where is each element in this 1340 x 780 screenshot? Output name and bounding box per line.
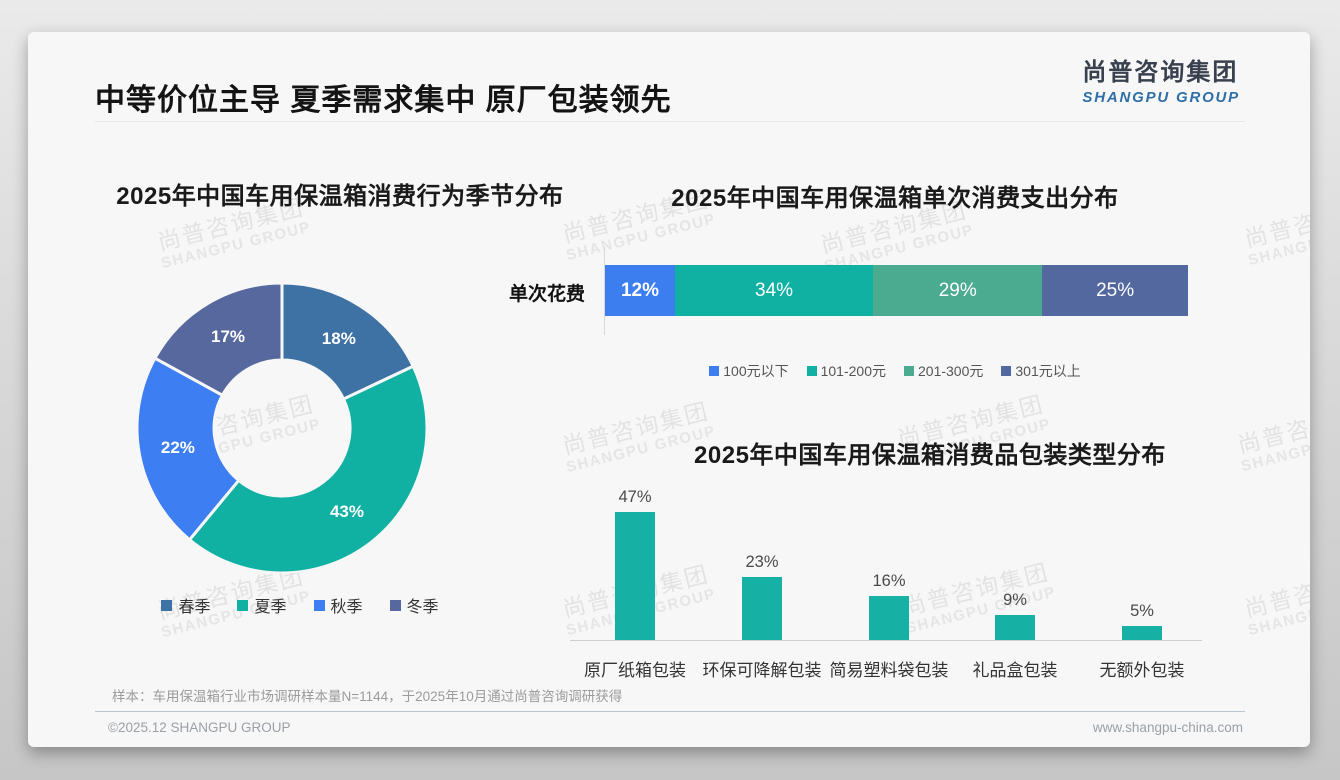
slide-card: 尚普咨询集团 SHANGPU GROUP 尚普咨询集团 SHANGPU GROUP 尚普…: [28, 32, 1310, 747]
bar-category-label: 无额外包装: [1099, 661, 1185, 680]
legend-marker: [161, 599, 173, 611]
legend-item: 100元以下: [709, 361, 789, 381]
company-logo: 尚普咨询集团 SHANGPU GROUP: [1082, 59, 1240, 106]
bar-category-label: 原厂纸箱包装: [584, 661, 686, 680]
stacked-segment-101-200元: 34%: [674, 265, 874, 316]
legend-item: 301元以上: [1001, 361, 1081, 381]
bar-value-label: 23%: [745, 553, 779, 571]
footer-divider: [95, 711, 1245, 712]
legend-item: 秋季: [313, 593, 363, 617]
donut-value-label: 18%: [321, 328, 356, 348]
legend-marker: [313, 599, 325, 611]
stacked-segment-301元以上: 25%: [1042, 265, 1188, 316]
legend-label: 100元以下: [723, 363, 789, 379]
stacked-segment-100元以下: 12%: [605, 265, 675, 316]
donut-legend: 春季 夏季 秋季 冬季: [60, 593, 540, 617]
stacked-bar-axis-line: [604, 247, 605, 335]
bar-礼品盒包装: [995, 615, 1035, 640]
donut-value-label: 22%: [160, 437, 195, 457]
stacked-bar-axis-label: 单次花费: [508, 284, 585, 305]
stacked-bar-legend: 100元以下 101-200元 201-300元 301元以上: [600, 361, 1190, 381]
donut-chart: 18% 43% 22% 17%: [135, 281, 429, 575]
bar-无额外包装: [1122, 626, 1162, 640]
legend-label: 冬季: [406, 599, 439, 616]
bar-category-label: 环保可降解包装: [702, 661, 822, 680]
logo-chinese: 尚普咨询集团: [1082, 59, 1239, 86]
legend-label: 101-200元: [820, 363, 886, 379]
donut-segment-秋季: [135, 356, 241, 542]
bar-value-label: 47%: [618, 488, 652, 506]
bar-value-label: 9%: [1003, 591, 1027, 609]
sample-note: 样本：车用保温箱行业市场调研样本量N=1144，于2025年10月通过尚普咨询调…: [112, 689, 623, 704]
bar-value-label: 5%: [1130, 602, 1154, 620]
legend-item: 夏季: [237, 593, 287, 617]
legend-marker: [904, 366, 914, 376]
legend-label: 201-300元: [918, 363, 984, 379]
legend-item: 101-200元: [806, 361, 886, 381]
legend-marker: [709, 366, 720, 376]
bar-原厂纸箱包装: [615, 512, 655, 640]
packaging-chart-title: 2025年中国车用保温箱消费品包装类型分布: [694, 442, 1166, 469]
legend-marker: [806, 366, 817, 376]
legend-marker: [389, 599, 401, 611]
bar-value-label: 16%: [872, 572, 906, 590]
legend-item: 春季: [161, 593, 210, 617]
bar-category-label: 礼品盒包装: [972, 661, 1058, 680]
legend-label: 301元以上: [1015, 363, 1081, 379]
website-url: www.shangpu-china.com: [1092, 720, 1243, 735]
legend-item: 冬季: [389, 593, 439, 617]
copyright-text: ©2025.12 SHANGPU GROUP: [108, 720, 291, 735]
donut-segment-夏季: [187, 364, 429, 575]
donut-value-label: 17%: [211, 326, 246, 346]
page-title: 中等价位主导 夏季需求集中 原厂包装领先: [95, 84, 672, 117]
donut-segment-春季: [280, 281, 416, 402]
title-divider: [95, 121, 1245, 122]
packaging-axis-line: [570, 640, 1202, 641]
legend-marker: [1001, 366, 1012, 376]
logo-english: SHANGPU GROUP: [1082, 89, 1240, 106]
bar-category-label: 简易塑料袋包装: [829, 661, 949, 680]
legend-marker: [237, 599, 249, 611]
legend-label: 秋季: [330, 599, 363, 616]
donut-chart-title: 2025年中国车用保温箱消费行为季节分布: [116, 183, 564, 210]
stacked-bar-title: 2025年中国车用保温箱单次消费支出分布: [671, 185, 1119, 212]
legend-label: 夏季: [254, 599, 287, 616]
bar-简易塑料袋包装: [869, 596, 909, 640]
stacked-segment-201-300元: 29%: [873, 265, 1043, 316]
stacked-bar: 12% 34% 29% 25%: [605, 265, 1188, 316]
donut-value-label: 43%: [329, 501, 364, 521]
donut-segment-冬季: [152, 281, 284, 398]
legend-item: 201-300元: [904, 361, 983, 381]
bar-环保可降解包装: [742, 577, 782, 640]
legend-label: 春季: [178, 599, 211, 616]
